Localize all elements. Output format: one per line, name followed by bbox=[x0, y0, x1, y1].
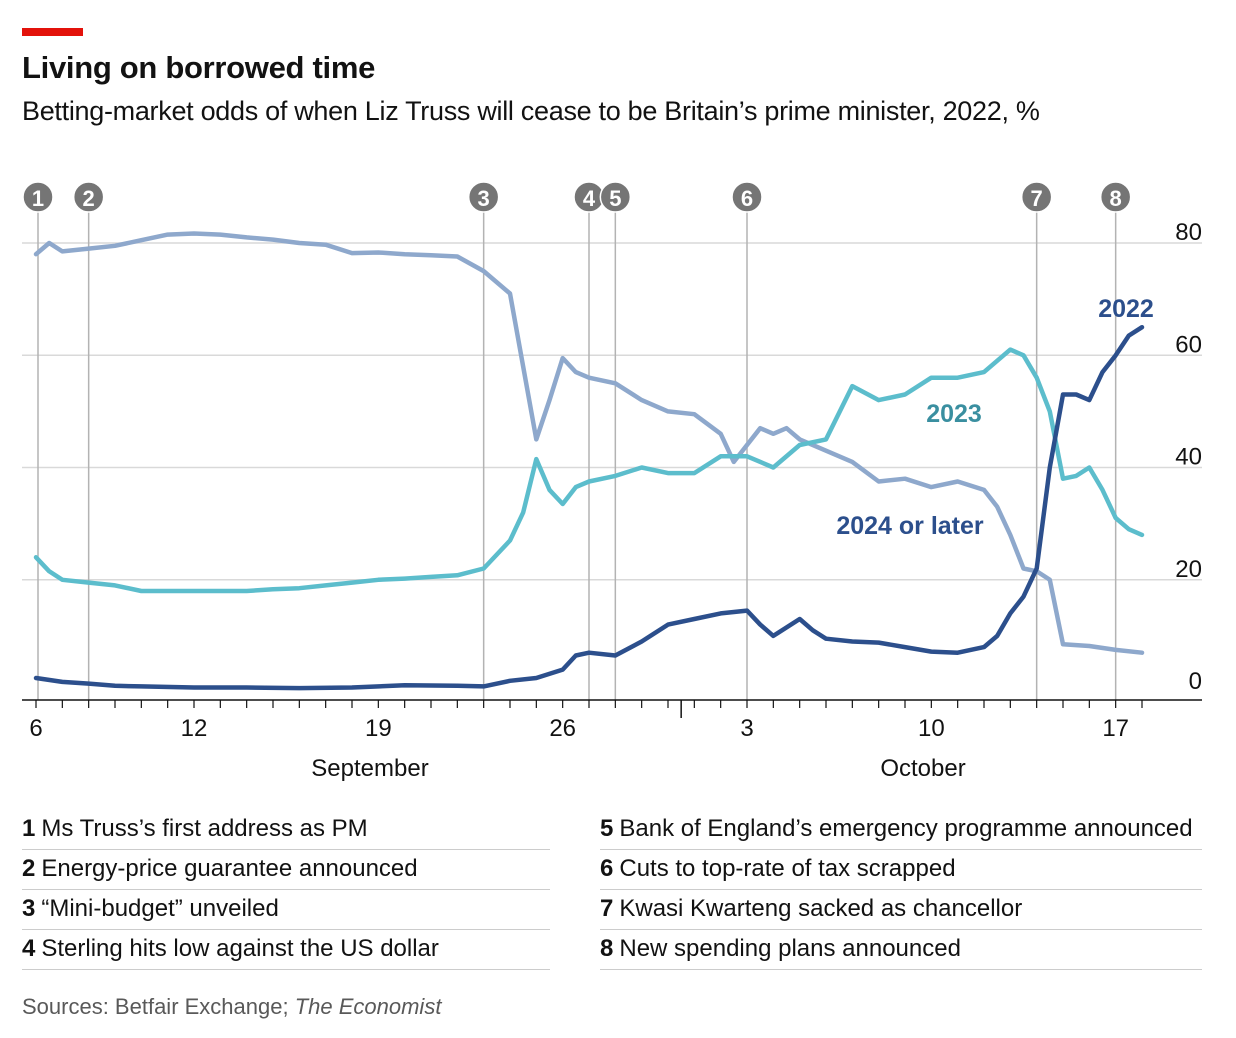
event-marker-circle bbox=[731, 181, 763, 213]
event-marker-circle bbox=[72, 181, 105, 213]
y-tick-label: 60 bbox=[1175, 331, 1202, 358]
chart-subtitle: Betting-market odds of when Liz Truss wi… bbox=[22, 96, 1040, 126]
event-marker-circle bbox=[467, 181, 500, 213]
series-labels: 2022 2023 2024 or later bbox=[836, 295, 1153, 540]
chart-title: Living on borrowed time bbox=[22, 50, 376, 85]
event-marker-number: 8 bbox=[1110, 186, 1122, 211]
event-marker-number: 4 bbox=[583, 186, 596, 211]
event-legend-number: 5 bbox=[600, 815, 614, 842]
event-legend-text: “Mini-budget” unveiled bbox=[41, 895, 279, 922]
source-note: Sources: Betfair Exchange; The Economist bbox=[22, 994, 441, 1020]
event-legend-item: 2 Energy-price guarantee announced bbox=[22, 850, 550, 890]
x-tick-label: 6 bbox=[29, 715, 42, 742]
series-line-2024-or-later bbox=[33, 231, 1145, 655]
x-tick-label: 3 bbox=[740, 715, 753, 742]
x-tick-label: 26 bbox=[549, 715, 576, 742]
x-tick-label: 19 bbox=[365, 715, 392, 742]
series-line-2022 bbox=[33, 324, 1145, 691]
y-axis: 0 20 40 60 80 bbox=[1175, 219, 1202, 695]
event-marker-number: 7 bbox=[1031, 186, 1043, 211]
event-legend-item: 1 Ms Truss’s first address as PM bbox=[22, 810, 550, 850]
event-legend-number: 6 bbox=[600, 855, 614, 882]
event-legend-number: 2 bbox=[22, 855, 36, 882]
event-marker-number: 6 bbox=[741, 186, 753, 211]
event-legend-item: 6 Cuts to top-rate of tax scrapped bbox=[600, 850, 1202, 890]
y-tick-label: 40 bbox=[1175, 444, 1202, 471]
event-marker-circle bbox=[1099, 181, 1132, 213]
source-prefix: Sources: Betfair Exchange; bbox=[22, 994, 295, 1019]
event-legend-item: 7 Kwasi Kwarteng sacked as chancellor bbox=[600, 890, 1202, 930]
event-legend-item: 8 New spending plans announced bbox=[600, 930, 1202, 970]
event-legend-text: Bank of England’s emergency programme an… bbox=[619, 815, 1193, 842]
event-legend-item: 4 Sterling hits low against the US dollar bbox=[22, 930, 550, 970]
event-marker-circle bbox=[1020, 181, 1053, 213]
y-tick-label: 0 bbox=[1189, 668, 1202, 695]
y-tick-label: 80 bbox=[1175, 219, 1202, 246]
event-legend-text: Cuts to top-rate of tax scrapped bbox=[619, 855, 956, 882]
event-legend-left: 1 Ms Truss’s first address as PM 2 Energy-p… bbox=[22, 810, 550, 970]
series-label: 2023 bbox=[926, 400, 982, 428]
event-marker-circle bbox=[22, 181, 54, 213]
x-tick-label: 12 bbox=[181, 715, 208, 742]
x-tick-label: 10 bbox=[918, 715, 945, 742]
event-legend-item: 3 “Mini-budget” unveiled bbox=[22, 890, 550, 930]
event-legend-text: Ms Truss’s first address as PM bbox=[41, 815, 368, 842]
accent-bar bbox=[22, 28, 83, 36]
event-legend-number: 3 bbox=[22, 895, 36, 922]
event-legend-text: Sterling hits low against the US dollar bbox=[41, 935, 439, 962]
event-legend-number: 4 bbox=[22, 935, 36, 962]
gridlines bbox=[22, 242, 1202, 581]
event-legend-text: Kwasi Kwarteng sacked as chancellor bbox=[619, 895, 1023, 922]
event-marker-circle bbox=[599, 181, 632, 213]
month-label: October bbox=[880, 755, 965, 782]
series-line-2023 bbox=[33, 347, 1145, 594]
series-label: 2022 bbox=[1098, 295, 1154, 323]
event-marker-number: 5 bbox=[609, 186, 621, 211]
event-legend-item: 5 Bank of England’s emergency programme a… bbox=[600, 810, 1202, 850]
event-legend-number: 1 bbox=[22, 815, 36, 842]
source-italic: The Economist bbox=[294, 994, 442, 1019]
event-legend-number: 7 bbox=[600, 895, 614, 922]
series-lines bbox=[33, 231, 1145, 691]
event-legend-right: 5 Bank of England’s emergency programme a… bbox=[600, 810, 1202, 970]
series-label: 2024 or later bbox=[836, 512, 984, 540]
event-marker-number: 1 bbox=[32, 186, 44, 211]
event-legend-text: Energy-price guarantee announced bbox=[41, 855, 418, 882]
x-tick-label: 17 bbox=[1102, 715, 1129, 742]
x-axis: 6 12 19 26 3 10 17 September October bbox=[22, 699, 1202, 782]
event-legend-text: New spending plans announced bbox=[619, 935, 961, 962]
event-marker-number: 2 bbox=[83, 186, 95, 211]
y-tick-label: 20 bbox=[1175, 556, 1202, 583]
event-legend-number: 8 bbox=[600, 935, 614, 962]
month-label: September bbox=[311, 755, 428, 782]
event-marker-number: 3 bbox=[478, 186, 490, 211]
